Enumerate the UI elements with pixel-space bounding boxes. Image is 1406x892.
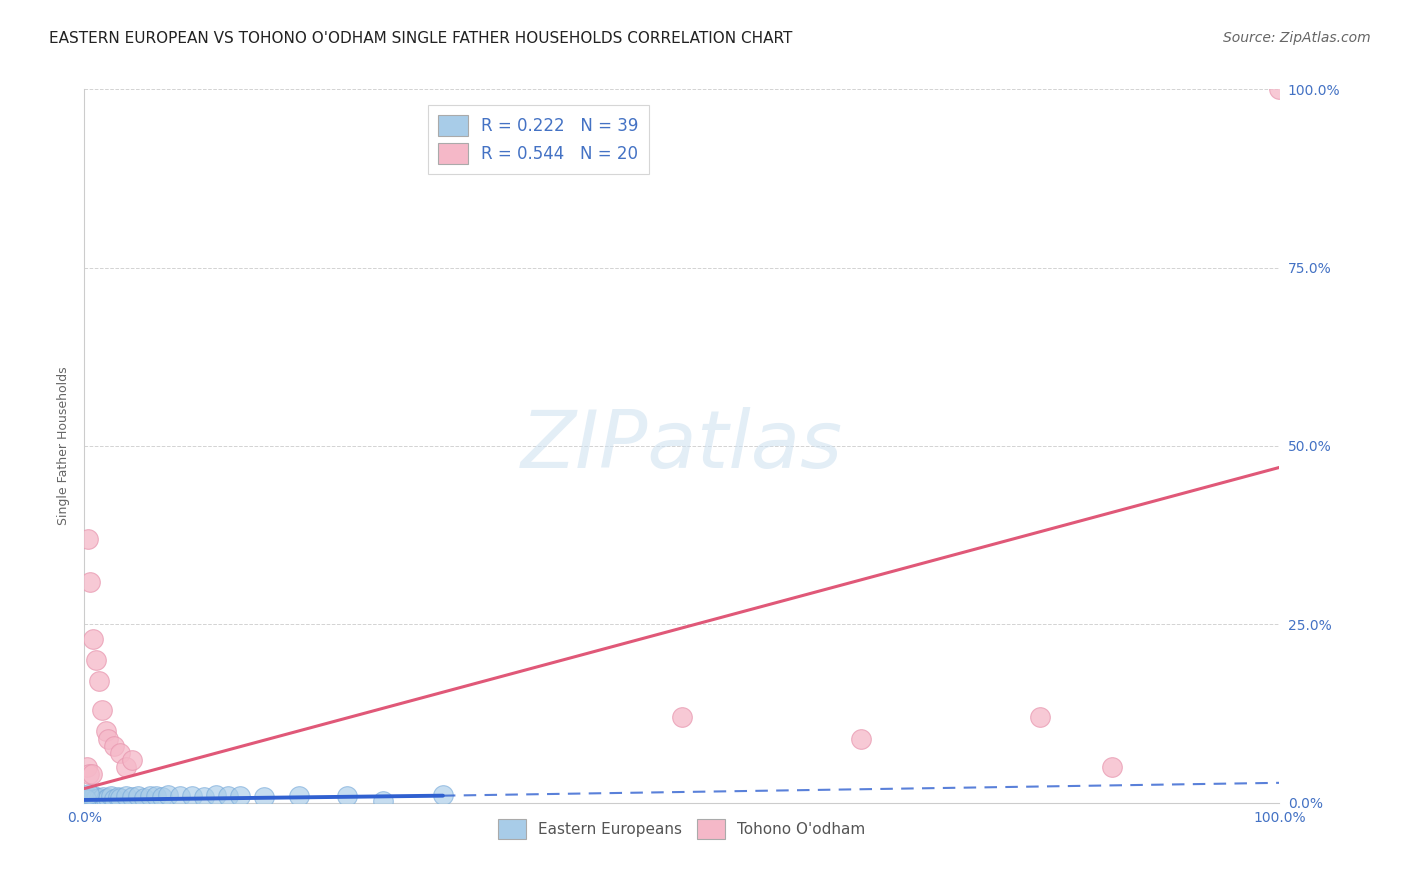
Point [115,789,138,804]
Point [75,791,97,805]
Point [121,790,143,805]
Point [77,787,100,801]
Point [77,791,100,805]
Point [82,632,104,646]
Point [336,789,359,804]
Point [217,789,239,804]
Point [373,794,395,808]
Point [115,760,138,774]
Point [80,767,103,781]
Point [83,789,105,804]
Point [97,731,120,746]
Point [87,674,110,689]
Point [1101,760,1123,774]
Point [193,790,215,805]
Point [150,790,173,805]
Text: EASTERN EUROPEAN VS TOHONO O'ODHAM SINGLE FATHER HOUSEHOLDS CORRELATION CHART: EASTERN EUROPEAN VS TOHONO O'ODHAM SINGL… [49,31,793,46]
Point [851,731,873,746]
Point [100,789,122,804]
Text: Source: ZipAtlas.com: Source: ZipAtlas.com [1223,31,1371,45]
Point [671,710,693,724]
Point [94,791,117,805]
Point [77,767,100,781]
Point [229,789,252,803]
Point [79,574,101,589]
Point [253,790,276,805]
Point [87,790,110,805]
Point [145,789,167,803]
Point [1029,710,1052,724]
Point [80,790,103,805]
Point [93,790,115,805]
Point [157,788,180,802]
Point [77,790,100,805]
Y-axis label: Single Father Households: Single Father Households [58,367,70,525]
Point [139,789,162,804]
Point [84,792,107,806]
Point [110,790,132,805]
Point [181,789,204,803]
Legend: Eastern Europeans, Tohono O'odham: Eastern Europeans, Tohono O'odham [492,814,872,845]
Point [110,746,132,760]
Point [82,793,104,807]
Point [288,789,311,803]
Point [86,791,108,805]
Point [103,791,125,805]
Point [1268,82,1291,96]
Point [132,790,156,805]
Point [94,724,117,739]
Point [76,792,98,806]
Point [86,653,108,667]
Point [76,760,98,774]
Point [103,739,125,753]
Point [91,703,114,717]
Point [432,788,454,802]
Point [121,753,143,767]
Point [107,790,129,805]
Point [205,788,228,802]
Point [127,789,149,803]
Point [90,792,112,806]
Point [79,794,101,808]
Text: ZIPatlas: ZIPatlas [520,407,844,485]
Point [97,790,120,805]
Point [169,789,191,804]
Point [77,532,100,546]
